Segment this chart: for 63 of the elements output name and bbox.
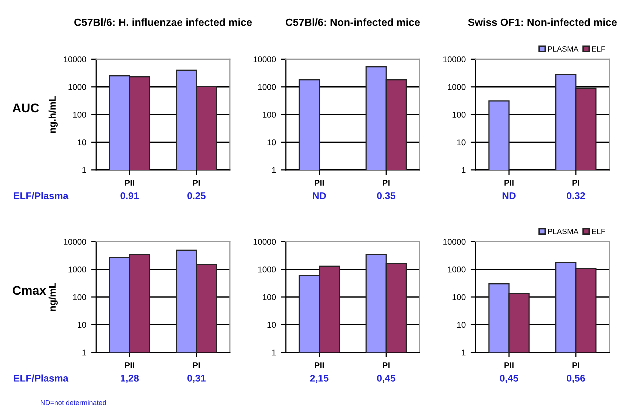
y-tick-label: 1000 [258,266,276,273]
x-tick-label: PII [504,362,514,368]
text: 0.91 [120,192,140,200]
x-tick-label: PI [572,362,580,368]
text: 0.32 [567,192,586,200]
text: AUC [12,104,40,113]
y-tick-label: 100 [452,112,466,118]
y-tick-label: 10 [268,140,276,146]
y-tick-label: 1 [82,350,86,356]
y-tick-label: 1000 [448,84,466,90]
y-tick-label: 1 [462,167,466,174]
y-tick-label: 1000 [68,266,86,273]
text: 0.25 [188,192,206,200]
y-tick-label: 100 [263,294,276,300]
x-tick-label: PI [383,180,390,186]
text: ELF/Plasma [14,374,69,382]
y-tick-label: 1 [272,350,276,356]
y-tick-label: 100 [73,112,86,118]
text: 2,15 [310,374,329,384]
x-tick-label: PII [125,362,134,368]
text: 1,28 [120,374,140,384]
y-tick-label: 10 [457,140,466,146]
text: Cmax [12,286,46,296]
x-tick-label: PI [193,180,200,186]
y-tick-label: 1000 [448,266,466,273]
y-tick-label: 1 [462,350,466,356]
chart-title: C57Bl/6: H. influenzae infected mice [74,18,252,26]
y-tick-label: 10000 [64,56,86,63]
y-tick-label: 1000 [258,84,276,90]
x-tick-label: PII [504,180,514,186]
y-tick-label: 1 [272,167,276,174]
x-tick-label: PI [383,362,390,368]
y-tick-label: 10000 [254,56,276,63]
y-tick-label: 10000 [254,239,276,245]
y-tick-label: 10000 [444,239,466,245]
x-tick-label: PII [315,180,324,186]
chart-title: C57Bl/6: Non-infected mice [286,18,420,26]
y-tick-label: 10 [457,322,466,328]
y-tick-label: 10 [78,322,86,328]
x-tick-label: PI [572,180,580,186]
y-tick-label: 100 [263,112,276,118]
text: ND [313,192,326,200]
y-tick-label: 10 [78,140,86,146]
text: 0.35 [377,192,396,200]
y-tick-label: 100 [73,294,86,300]
text: 0,45 [500,374,518,384]
y-tick-label: 10000 [444,56,466,63]
text: 0,56 [567,374,586,384]
y-tick-label: 1000 [68,84,86,90]
x-tick-label: PII [315,362,324,368]
x-tick-label: PII [125,180,134,186]
y-axis-title: ng/mL [48,282,58,312]
y-tick-label: 100 [452,294,466,300]
text: 0,31 [188,374,206,384]
text: 0,45 [377,374,396,384]
y-tick-label: 1 [82,167,86,174]
text: ND [502,192,516,200]
y-tick-label: 10000 [64,239,86,245]
y-axis-title: ng.h/mL [48,96,58,134]
chart-title: Swiss OF1: Non-infected mice [468,18,618,26]
y-tick-label: 10 [268,322,276,328]
text: ELF/Plasma [14,192,69,200]
x-tick-label: PI [193,362,200,368]
